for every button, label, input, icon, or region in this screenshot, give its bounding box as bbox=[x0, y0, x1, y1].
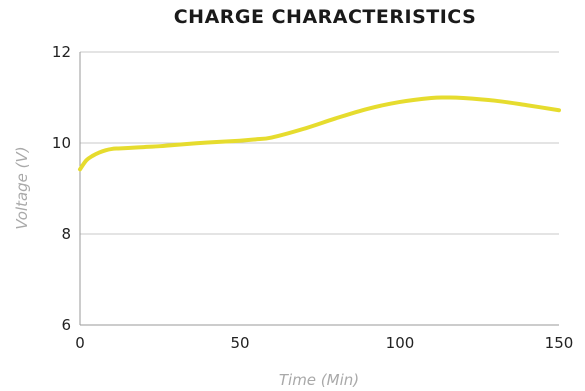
y-tick-label-12: 12 bbox=[52, 43, 71, 61]
y-axis-label: Voltage (V) bbox=[13, 146, 31, 229]
y-tick-label-10: 10 bbox=[52, 134, 71, 152]
x-axis-label: Time (Min) bbox=[279, 371, 359, 389]
x-tick-label-0: 0 bbox=[75, 334, 85, 352]
chart-title: CHARGE CHARACTERISTICS bbox=[174, 6, 477, 28]
y-tick-label-6: 6 bbox=[61, 316, 71, 334]
x-tick-label-100: 100 bbox=[386, 334, 415, 352]
x-tick-label-150: 150 bbox=[545, 334, 574, 352]
y-tick-label-8: 8 bbox=[61, 225, 71, 243]
voltage-series-line bbox=[80, 97, 559, 169]
x-tick-label-50: 50 bbox=[230, 334, 249, 352]
